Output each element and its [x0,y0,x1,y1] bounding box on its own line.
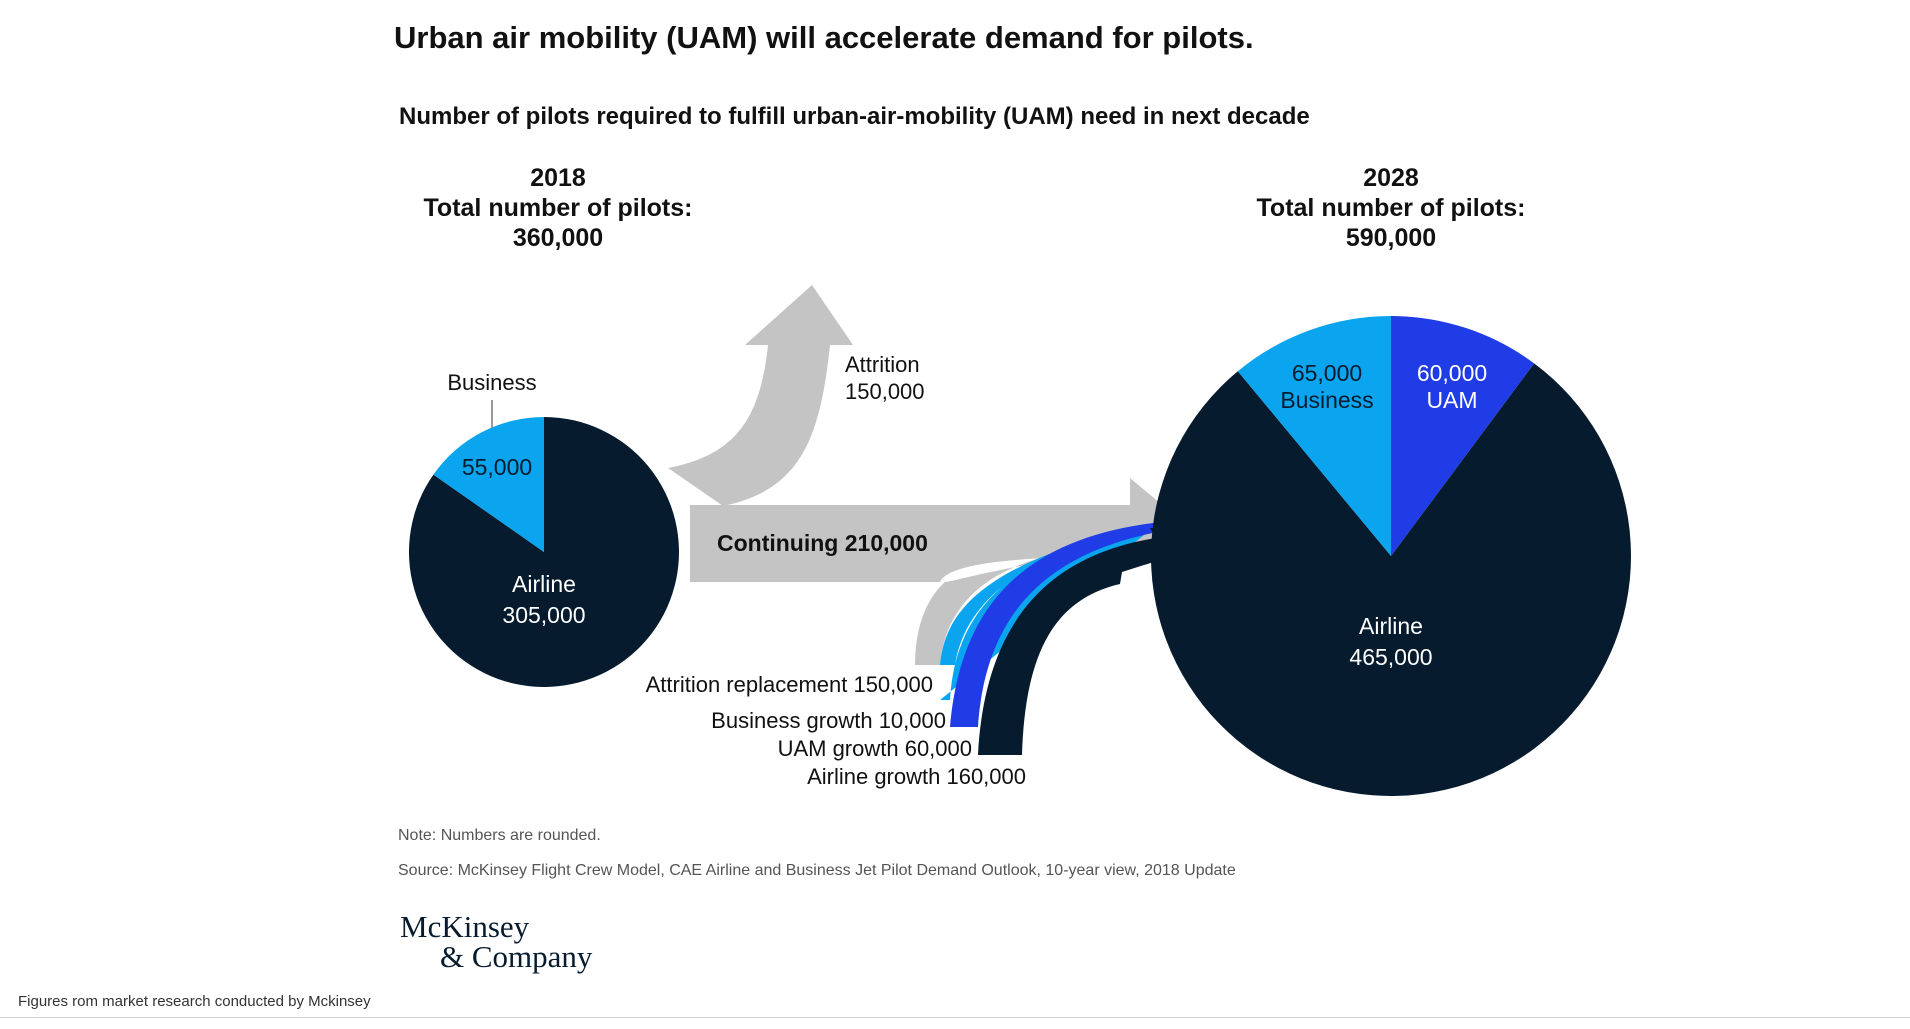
footer-caption: Figures rom market research conducted by… [18,993,371,1010]
pie-2018-airline-value: 305,000 [502,602,585,628]
chart-subtitle: Number of pilots required to fulfill urb… [399,103,1310,130]
airline-growth-flow [978,528,1195,755]
pie-2028-business-value: 65,000 [1292,360,1362,386]
pie-2028-uam-value: 60,000 [1417,360,1487,386]
total-label-2028: Total number of pilots: [1257,194,1526,222]
pie-2028-uam-name: UAM [1426,387,1477,413]
attrition-replacement-flow [915,550,1150,665]
mckinsey-logo: McKinsey & Company [400,909,593,974]
total-value-2018: 360,000 [513,224,603,252]
source-text: Source: McKinsey Flight Crew Model, CAE … [398,862,1236,879]
pie-2028 [1150,316,1631,796]
inflow-label-airline-growth: Airline growth 160,000 [807,764,1026,789]
pie-2028-airline-name: Airline [1359,613,1423,639]
footer-divider [0,1017,1910,1018]
uam-growth-flow [950,520,1190,727]
attrition-flow [668,285,853,506]
pie-2028-airline-value: 465,000 [1349,644,1432,670]
chart-title: Urban air mobility (UAM) will accelerate… [394,20,1254,55]
inflow-label-attrition-replacement: Attrition replacement 150,000 [646,672,933,697]
inflow-label-business-growth: Business growth 10,000 [711,708,946,733]
pie-2028-slice-airline [1150,363,1631,796]
attrition-value: 150,000 [845,379,925,404]
pie-2018-slice-airline [408,417,679,687]
total-label-2018: Total number of pilots: [424,194,693,222]
pie-2018-business-value: 55,000 [462,454,532,480]
year-2018: 2018 [530,164,586,192]
logo-line-1: McKinsey [400,909,530,944]
year-2028: 2028 [1363,164,1419,192]
pie-2018-slice-business [433,417,544,552]
attrition-label: Attrition [845,352,920,377]
pie-2018-business-name: Business [447,370,536,395]
pie-2018 [408,417,679,687]
pie-2028-slice-business [1237,316,1391,556]
pie-2018-airline-name: Airline [512,571,576,597]
total-value-2028: 590,000 [1346,224,1436,252]
pie-2028-business-name: Business [1280,387,1373,413]
logo-line-2: & Company [440,939,593,974]
continuing-label: Continuing 210,000 [717,530,928,556]
pie-2028-slice-uam [1391,316,1535,556]
inflow-label-uam-growth: UAM growth 60,000 [778,736,972,761]
note-text: Note: Numbers are rounded. [398,827,601,844]
